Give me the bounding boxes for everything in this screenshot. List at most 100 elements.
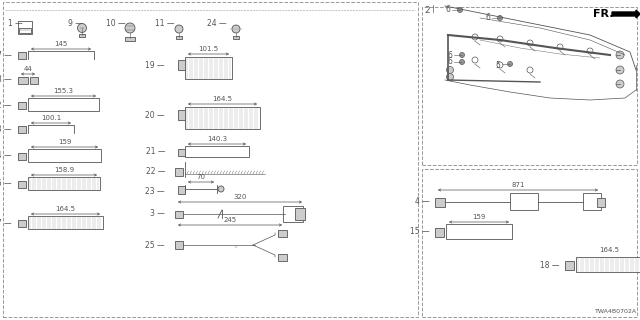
Text: 155.3: 155.3: [54, 88, 74, 94]
Text: 164.5: 164.5: [599, 247, 619, 253]
Text: 9 —: 9 —: [68, 19, 83, 28]
Circle shape: [557, 44, 563, 50]
Text: 22 —: 22 —: [145, 167, 165, 177]
Bar: [175, 168, 183, 176]
Text: 1 —: 1 —: [8, 19, 23, 28]
Circle shape: [125, 23, 135, 33]
Text: 7 —: 7 —: [0, 51, 12, 60]
Bar: [30, 76, 38, 84]
Polygon shape: [612, 10, 640, 18]
Text: 23 —: 23 —: [145, 188, 165, 196]
Bar: [178, 148, 185, 156]
Text: FR.: FR.: [593, 9, 614, 19]
Circle shape: [497, 15, 502, 20]
Text: 19 —: 19 —: [145, 60, 165, 69]
Bar: [435, 228, 444, 236]
Text: 164.5: 164.5: [212, 96, 232, 102]
Text: 158.9: 158.9: [54, 167, 74, 173]
Bar: [79, 34, 85, 37]
Text: 320: 320: [234, 194, 246, 200]
Bar: [125, 37, 135, 41]
Circle shape: [497, 62, 503, 68]
Bar: [28, 177, 100, 190]
Text: 159: 159: [58, 139, 71, 145]
Circle shape: [447, 74, 454, 81]
Text: 6: 6: [447, 51, 452, 60]
Text: 70: 70: [196, 174, 205, 180]
Bar: [178, 110, 187, 120]
Bar: [446, 224, 512, 239]
Bar: [176, 36, 182, 39]
Bar: [278, 253, 287, 260]
Bar: [422, 169, 637, 317]
Circle shape: [472, 57, 478, 63]
Text: 101.5: 101.5: [198, 46, 219, 52]
Bar: [565, 260, 574, 269]
Circle shape: [218, 186, 224, 192]
Bar: [233, 36, 239, 39]
Circle shape: [460, 60, 465, 65]
Text: 12 —: 12 —: [0, 100, 12, 109]
Circle shape: [175, 25, 183, 33]
Circle shape: [616, 66, 624, 74]
Bar: [28, 98, 99, 111]
Bar: [18, 21, 32, 34]
Circle shape: [447, 67, 454, 74]
Circle shape: [616, 51, 624, 59]
Bar: [597, 197, 605, 206]
Bar: [18, 180, 26, 188]
Text: 21 —: 21 —: [145, 148, 165, 156]
Text: 6: 6: [445, 5, 450, 14]
Text: 6: 6: [485, 13, 490, 22]
Bar: [18, 125, 26, 132]
Text: 2: 2: [424, 6, 429, 15]
Text: 140.3: 140.3: [207, 136, 227, 142]
Text: 25 —: 25 —: [145, 241, 165, 250]
Circle shape: [527, 67, 533, 73]
Bar: [510, 193, 538, 210]
Text: 100.1: 100.1: [41, 115, 61, 121]
Bar: [185, 146, 249, 157]
Text: 10 —: 10 —: [106, 19, 125, 28]
Bar: [583, 193, 601, 210]
Text: 11 —: 11 —: [155, 19, 175, 28]
Bar: [175, 241, 183, 249]
Text: 3 —: 3 —: [150, 210, 165, 219]
Bar: [185, 107, 260, 129]
Bar: [18, 101, 26, 108]
Bar: [178, 60, 187, 70]
Bar: [435, 197, 445, 206]
Bar: [295, 208, 305, 220]
Text: 4 —: 4 —: [415, 197, 430, 206]
Circle shape: [587, 48, 593, 54]
Bar: [422, 7, 637, 165]
Bar: [18, 52, 26, 59]
Text: 8 —: 8 —: [0, 76, 12, 84]
Text: 20 —: 20 —: [145, 110, 165, 119]
Circle shape: [460, 52, 465, 58]
Text: 164.5: 164.5: [56, 206, 76, 212]
Text: 17 —: 17 —: [0, 219, 12, 228]
Bar: [19, 28, 31, 33]
Text: 145: 145: [54, 41, 68, 47]
Text: TWA4B0702A: TWA4B0702A: [595, 309, 637, 314]
Text: 5: 5: [495, 61, 500, 70]
Text: 159: 159: [472, 214, 486, 220]
Bar: [28, 216, 103, 229]
Bar: [3, 2, 418, 317]
Bar: [278, 229, 287, 236]
Circle shape: [527, 40, 533, 46]
Circle shape: [458, 7, 463, 12]
Circle shape: [616, 80, 624, 88]
Text: 245: 245: [223, 217, 237, 223]
Circle shape: [497, 36, 503, 42]
Text: 44: 44: [24, 66, 33, 72]
Circle shape: [508, 61, 513, 67]
Bar: [18, 76, 28, 84]
Bar: [18, 220, 26, 227]
Bar: [18, 153, 26, 159]
Bar: [185, 57, 232, 79]
Circle shape: [232, 25, 240, 33]
Circle shape: [472, 34, 478, 40]
Bar: [175, 211, 183, 218]
